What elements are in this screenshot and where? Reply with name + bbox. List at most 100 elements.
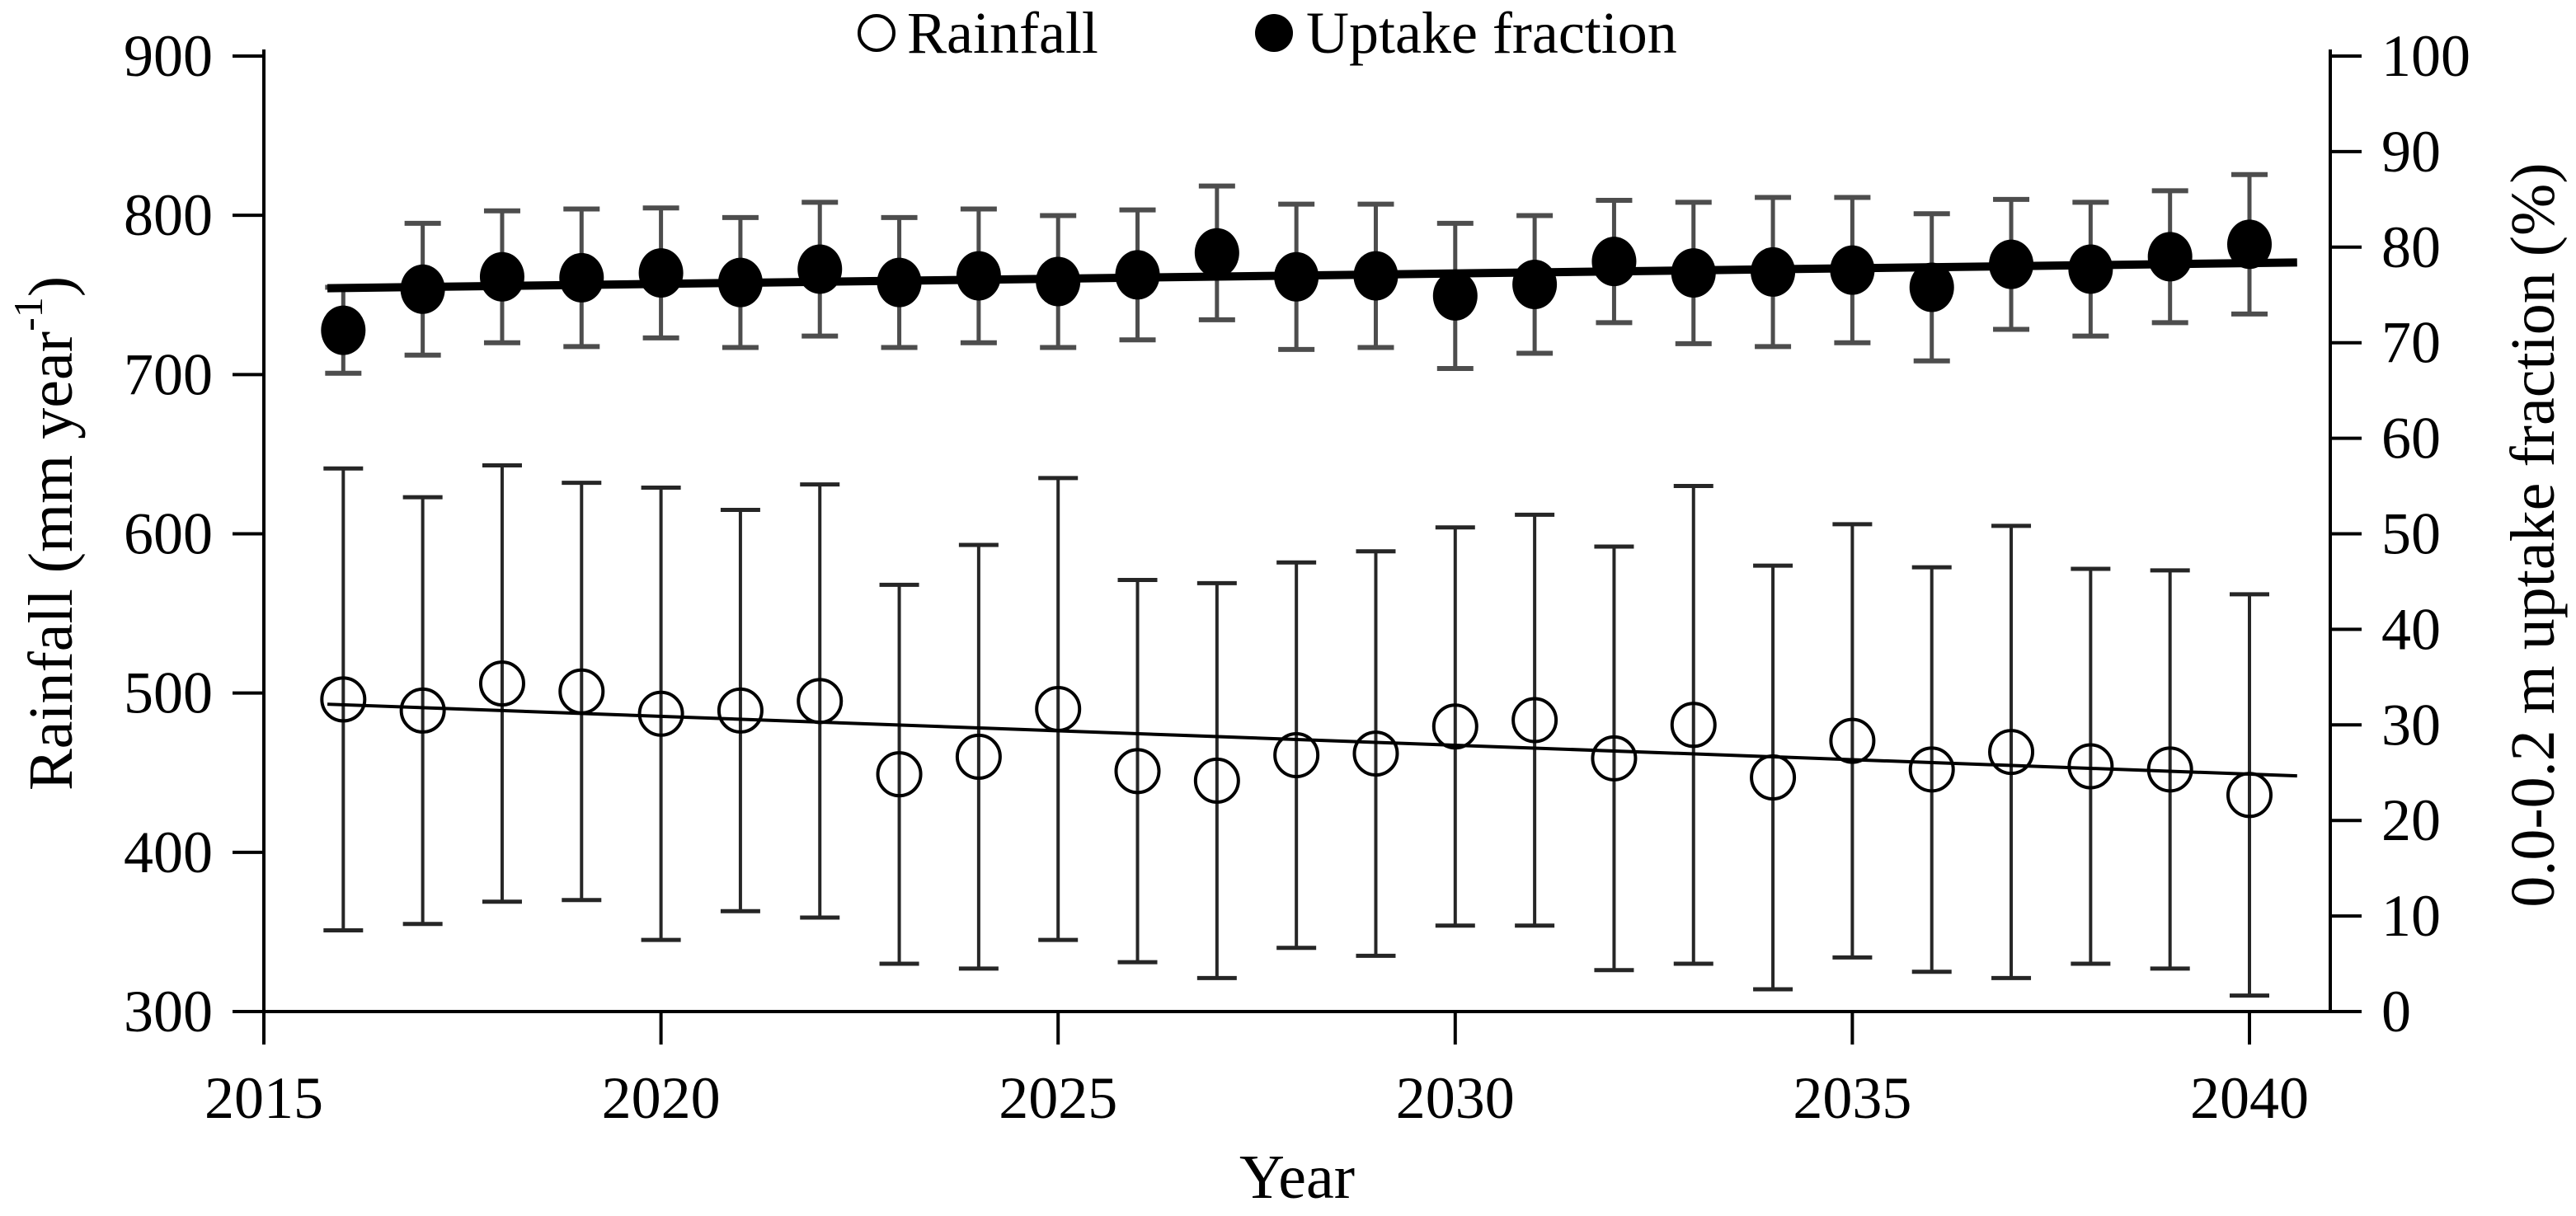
right-tick-label: 20 (2381, 787, 2441, 853)
rainfall-point-2021 (717, 687, 764, 734)
rainfall-point-2016 (320, 676, 367, 723)
uptake-point-2028 (1274, 251, 1319, 302)
uptake-point-2023 (877, 257, 922, 308)
uptake-point-2020 (638, 248, 684, 298)
rainfall-error-bar (2071, 566, 2111, 966)
rainfall-error-bar (879, 582, 919, 966)
rainfall-point-2030 (1431, 703, 1478, 750)
rainfall-error-bar (1435, 525, 1475, 928)
rainfall-point-2033 (1670, 702, 1717, 749)
left-axis-title: Rainfall (mm year-1) (5, 276, 86, 791)
rainfall-point-2039 (2146, 746, 2193, 793)
rainfall-point-2019 (558, 668, 605, 715)
rainfall-point-2036 (1908, 746, 1955, 793)
rainfall-point-2034 (1750, 754, 1797, 801)
rainfall-point-2022 (797, 678, 844, 725)
legend-rainfall-label: Rainfall (907, 0, 1098, 66)
rainfall-point-2040 (2226, 772, 2273, 819)
left-tick-label: 600 (124, 501, 213, 567)
uptake-point-2032 (1591, 237, 1637, 287)
rainfall-error-bar (1515, 512, 1555, 928)
left-tick-label: 500 (124, 660, 213, 726)
rainfall-error-bar (641, 485, 681, 942)
right-tick-label: 90 (2381, 119, 2441, 185)
x-tick-label: 2030 (1396, 1065, 1515, 1131)
rainfall-point-2017 (399, 687, 446, 734)
uptake-point-2036 (1909, 262, 1954, 312)
rainfall-point-2018 (478, 660, 525, 707)
rainfall-error-bar (1991, 523, 2032, 980)
rainfall-point-2037 (1988, 729, 2035, 776)
x-axis-title: Year (1239, 1143, 1355, 1212)
left-tick-label: 800 (124, 182, 213, 248)
left-tick-label: 700 (124, 341, 213, 407)
uptake-point-2017 (400, 264, 445, 314)
right-tick-label: 0 (2381, 979, 2411, 1045)
rainfall-error-bar (2150, 568, 2190, 971)
rainfall-error-bar (1594, 544, 1634, 973)
right-tick-label: 70 (2381, 310, 2441, 376)
rainfall-error-bar (1038, 476, 1079, 942)
rainfall-error-bar (1196, 580, 1237, 980)
uptake-point-2018 (479, 251, 524, 302)
left-tick-label: 400 (124, 819, 213, 885)
rainfall-point-2028 (1273, 732, 1320, 779)
uptake-point-2038 (2068, 244, 2113, 294)
rainfall-error-bar (800, 482, 840, 920)
rainfall-error-bar (482, 462, 522, 904)
rainfall-error-bar (1832, 522, 1873, 960)
rainfall-error-bar (402, 495, 443, 927)
uptake-point-2031 (1512, 260, 1558, 310)
left-tick-label: 900 (124, 23, 213, 89)
rainfall-point-2027 (1193, 757, 1240, 804)
uptake-point-2019 (559, 252, 604, 303)
uptake-point-2035 (1830, 245, 1875, 295)
uptake-point-2034 (1751, 246, 1796, 297)
uptake-point-2026 (1115, 250, 1160, 300)
right-tick-label: 80 (2381, 214, 2441, 280)
rainfall-point-2038 (2067, 743, 2114, 790)
uptake-point-2040 (2227, 219, 2272, 270)
left-tick-label: 300 (124, 979, 213, 1045)
rainfall-error-bar (1117, 578, 1158, 965)
uptake-point-2033 (1671, 248, 1716, 298)
right-tick-label: 10 (2381, 883, 2441, 949)
rainfall-point-2031 (1511, 697, 1558, 744)
x-tick-label: 2015 (204, 1065, 323, 1131)
x-tick-label: 2040 (2190, 1065, 2309, 1131)
right-tick-label: 50 (2381, 501, 2441, 567)
rainfall-error-bar (1753, 563, 1793, 992)
rainfall-error-bar (323, 466, 364, 932)
rainfall-error-bar (720, 508, 760, 913)
uptake-point-2027 (1194, 228, 1239, 278)
right-tick-label: 60 (2381, 406, 2441, 472)
right-axis-title: 0.0-0.2 m uptake fraction (%) (2498, 162, 2568, 907)
rainfall-point-2026 (1114, 748, 1161, 795)
uptake-point-2037 (1989, 239, 2034, 289)
x-tick-label: 2020 (602, 1065, 721, 1131)
uptake-point-2022 (797, 244, 843, 294)
rainfall-error-bar (2230, 592, 2269, 998)
right-tick-label: 30 (2381, 692, 2441, 758)
rainfall-error-bar (1356, 549, 1396, 958)
rainfall-error-bar (1911, 565, 1952, 974)
rainfall-error-bar (1673, 484, 1713, 966)
rainfall-error-bar (562, 481, 602, 903)
x-tick-label: 2035 (1793, 1065, 1911, 1131)
rainfall-point-2020 (637, 690, 684, 737)
rainfall-point-2035 (1829, 717, 1876, 764)
uptake-point-2025 (1036, 256, 1081, 307)
rainfall-point-2023 (876, 751, 923, 798)
uptake-point-2030 (1432, 270, 1478, 321)
legend-rainfall-marker-icon (858, 14, 895, 52)
uptake-point-2021 (717, 257, 763, 308)
legend-uptake-marker-icon (1255, 14, 1293, 52)
rainfall-point-2025 (1035, 685, 1082, 732)
uptake-point-2039 (2147, 232, 2193, 282)
rainfall-point-2024 (955, 733, 1002, 780)
right-tick-label: 100 (2381, 23, 2470, 89)
uptake-point-2029 (1353, 251, 1398, 301)
legend-uptake-label: Uptake fraction (1306, 0, 1677, 66)
